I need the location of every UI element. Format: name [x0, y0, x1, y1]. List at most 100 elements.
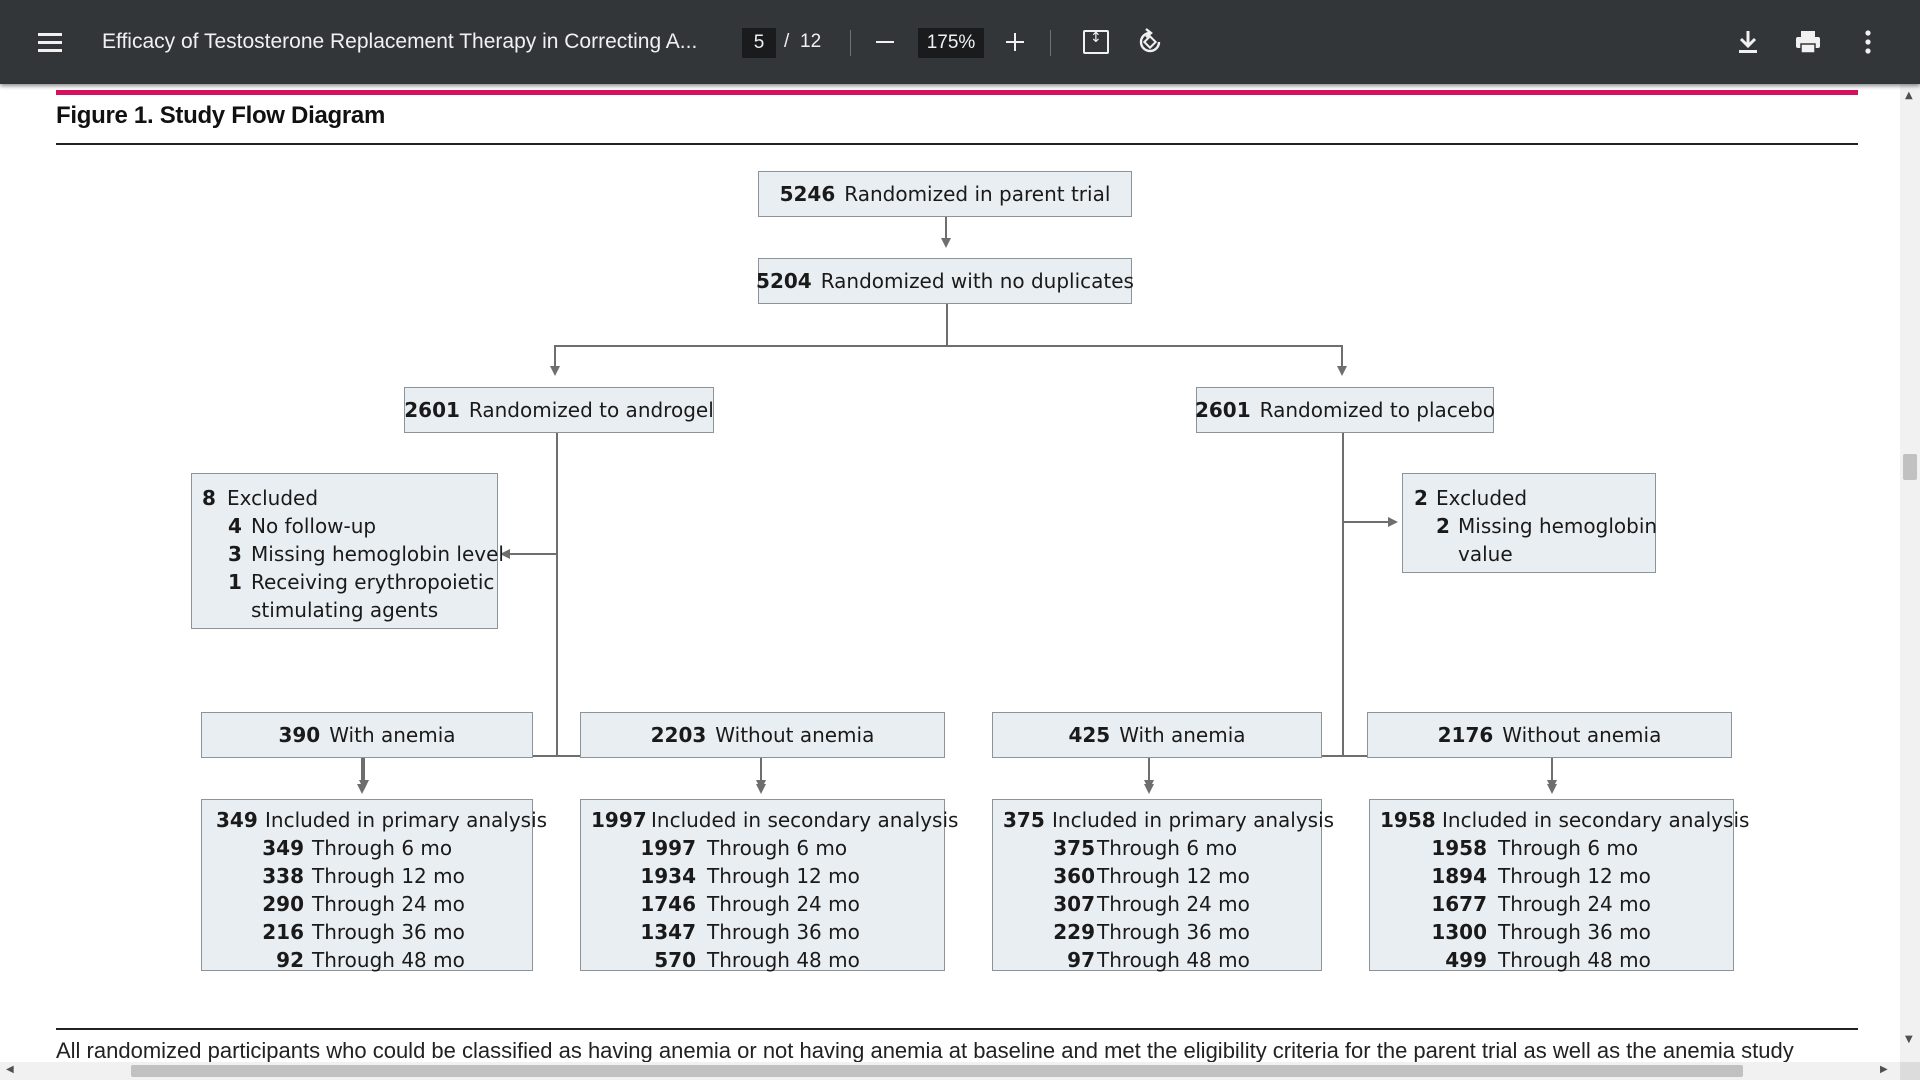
box-label: Through 36 mo [1498, 920, 1651, 944]
flow-box-androgel-without-anemia: 2203 Without anemia [580, 712, 945, 758]
print-button[interactable] [1790, 0, 1826, 84]
arrow-right [1388, 517, 1398, 527]
count: 2601 [404, 398, 460, 422]
flow-box-excluded-androgel: 8 Excluded 4 No follow-up 3 Missing hemoglo… [191, 473, 504, 629]
rotate-button[interactable] [1132, 0, 1168, 84]
scroll-down-icon[interactable]: ▼ [1905, 1034, 1913, 1045]
arrow-down [357, 784, 367, 794]
connector-line [363, 755, 761, 757]
page-total: 12 [800, 31, 822, 52]
more-options-button[interactable] [1850, 0, 1886, 84]
count: 2176 [1437, 723, 1494, 747]
rotate-icon [1139, 28, 1161, 53]
count: 1746 [640, 892, 696, 916]
pdf-toolbar: Efficacy of Testosterone Replacement The… [0, 0, 1920, 84]
flow-box-no-duplicates: 5204 Randomized with no duplicates [756, 258, 1134, 304]
box-label: Through 6 mo [707, 836, 848, 860]
count: 1934 [640, 864, 696, 888]
count: 1997 [591, 808, 647, 832]
flow-box-androgel: 2601 Randomized to androgel [404, 387, 714, 433]
box-label: Included in secondary analysis [1442, 808, 1750, 832]
scroll-up-icon[interactable]: ▲ [1905, 90, 1913, 101]
box-label: Through 6 mo [312, 836, 453, 860]
zoom-level-input[interactable]: 175% [918, 28, 984, 58]
box-label: Excluded [1436, 486, 1528, 510]
page-number-input[interactable]: 5 [742, 28, 776, 58]
box-label: Through 24 mo [312, 892, 465, 916]
count: 1300 [1431, 920, 1487, 944]
box-label: Through 24 mo [1097, 892, 1250, 916]
connector-line [554, 345, 556, 367]
count: 390 [278, 723, 321, 747]
count: 425 [1068, 723, 1111, 747]
box-label: Through 36 mo [312, 920, 465, 944]
count: 4 [228, 514, 242, 538]
flow-box-analysis-androgel-anemia: 349 Included in primary analysis 349 Throu… [201, 799, 547, 972]
horizontal-scroll-thumb[interactable] [131, 1065, 1743, 1077]
connector-line [946, 304, 948, 346]
print-icon [1796, 31, 1820, 54]
scroll-right-icon[interactable]: ▶ [1880, 1064, 1888, 1075]
box-label: Through 12 mo [1097, 864, 1250, 888]
vertical-scroll-thumb[interactable] [1903, 454, 1917, 480]
count: 290 [262, 892, 304, 916]
count: 229 [1053, 920, 1095, 944]
flow-box-analysis-androgel-no-anemia: 1997 Included in secondary analysis 1997 T… [580, 799, 958, 972]
arrow-down [1144, 784, 1154, 794]
download-button[interactable] [1730, 0, 1766, 84]
count: 2 [1414, 486, 1428, 510]
count: 349 [216, 808, 258, 832]
zoom-out-button[interactable] [868, 0, 902, 84]
count: 5246 [779, 182, 836, 206]
zoom-in-icon [1006, 33, 1024, 51]
page-separator: / [784, 31, 790, 52]
box-label: Through 6 mo [1498, 836, 1639, 860]
fit-to-page-button[interactable] [1080, 0, 1112, 84]
count: 3 [228, 542, 242, 566]
connector-line [1148, 755, 1552, 757]
connector-line [1341, 345, 1343, 367]
count: 97 [1067, 948, 1095, 972]
box-label: Missing hemoglobin [1458, 514, 1658, 538]
count: 1894 [1431, 864, 1487, 888]
count: 2601 [1194, 398, 1251, 422]
box-label: Through 48 mo [312, 948, 465, 972]
box-label: Through 48 mo [1097, 948, 1250, 972]
box-label: value [1458, 542, 1513, 566]
count: 5204 [756, 269, 812, 293]
menu-button[interactable] [30, 0, 70, 84]
toolbar-divider [850, 30, 851, 56]
horizontal-scrollbar[interactable]: ◀ ▶ [0, 1062, 1900, 1080]
count: 375 [1003, 808, 1045, 832]
vertical-scrollbar[interactable]: ▲ ▼ [1900, 84, 1920, 1062]
box-label: Excluded [227, 486, 319, 510]
count: 1958 [1380, 808, 1436, 832]
count: 1958 [1431, 836, 1487, 860]
box-label: Without anemia [1502, 723, 1662, 747]
arrow-down [1547, 784, 1557, 794]
count: 1347 [640, 920, 696, 944]
box-label: Through 48 mo [707, 948, 860, 972]
figure-accent-rule [56, 90, 1858, 95]
flow-box-placebo: 2601 Randomized to placebo [1194, 387, 1496, 433]
connector-line [945, 216, 947, 240]
box-label: Randomized to placebo [1259, 398, 1496, 422]
flow-box-parent-trial: 5246 Randomized in parent trial [758, 171, 1132, 217]
scroll-left-icon[interactable]: ◀ [6, 1064, 14, 1075]
box-label: Through 12 mo [1498, 864, 1651, 888]
connector-line [1342, 432, 1344, 756]
count: 1997 [640, 836, 696, 860]
document-title: Efficacy of Testosterone Replacement The… [102, 30, 698, 53]
scrollbar-corner [1900, 1062, 1920, 1080]
zoom-in-button[interactable] [998, 0, 1032, 84]
fit-page-icon [1083, 30, 1109, 54]
box-label: Receiving erythropoietic [251, 570, 495, 594]
figure-bottom-rule [56, 1028, 1858, 1030]
box-label: Missing hemoglobin level [251, 542, 504, 566]
flow-box-placebo-without-anemia: 2176 Without anemia [1367, 712, 1732, 758]
box-label: No follow-up [251, 514, 377, 538]
count: 375 [1053, 836, 1095, 860]
toolbar-divider [1050, 30, 1051, 56]
count: 349 [262, 836, 304, 860]
box-label: Through 36 mo [707, 920, 860, 944]
